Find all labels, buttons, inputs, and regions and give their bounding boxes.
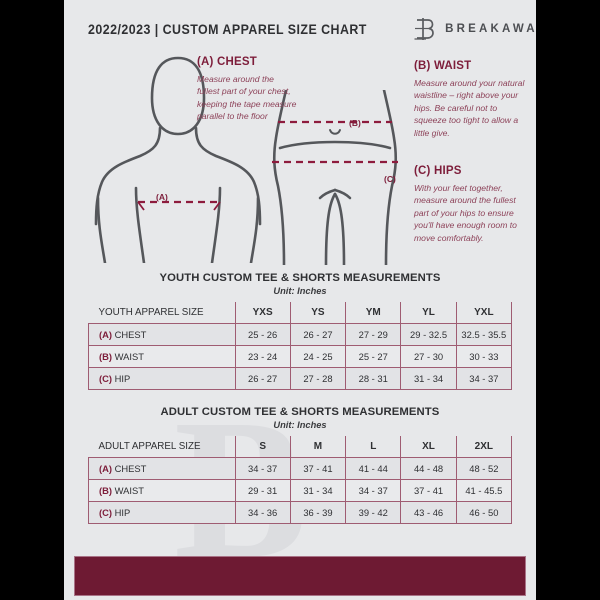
adult-hip-xl: 43 - 46 (400, 501, 457, 524)
callout-hips-title: (C) HIPS (414, 165, 462, 177)
adult-chest-l: 41 - 44 (345, 457, 402, 480)
upper-body-figure (94, 56, 262, 263)
adult-hip-m: 36 - 39 (289, 501, 347, 524)
adult-hip-2xl: 46 - 50 (455, 501, 513, 524)
adult-measurements-section: ADULT CUSTOM TEE & SHORTS MEASUREMENTS U… (88, 406, 513, 524)
lower-body-figure (272, 90, 398, 265)
adult-size-l: L (345, 436, 402, 458)
row-tag: (A) (99, 463, 113, 474)
youth-chest-ys: 26 - 27 (289, 323, 347, 346)
breakaway-b-monogram-icon (414, 18, 434, 40)
adult-waist-xl: 37 - 41 (400, 479, 457, 502)
adult-chest-s: 34 - 37 (234, 457, 291, 480)
size-chart-page: B 2022/2023 | CUSTOM APPAREL SIZE CHART … (64, 0, 536, 600)
callout-hips: (C) HIPS With your feet together, measur… (414, 165, 526, 244)
adult-waist-l: 34 - 37 (345, 479, 402, 502)
row-name: WAIST (114, 485, 144, 496)
youth-row-hip-label: (C) HIP (88, 367, 236, 390)
adult-size-s: S (234, 436, 291, 458)
youth-size-table: YOUTH APPAREL SIZE YXS YS YM YL YXL (A) … (88, 302, 513, 390)
chest-measure-line (137, 200, 221, 211)
youth-size-yl: YL (400, 302, 457, 324)
youth-chest-yxs: 25 - 26 (234, 323, 291, 346)
brand-lockup: BREAKAWAY (413, 16, 536, 42)
callout-chest-title: (A) CHEST (197, 56, 257, 68)
adult-size-xl: XL (400, 436, 457, 458)
row-tag: (C) (99, 507, 113, 518)
adult-chest-m: 37 - 41 (289, 457, 347, 480)
youth-hip-yl: 31 - 34 (400, 367, 457, 390)
row-name: CHEST (114, 463, 147, 474)
chest-marker-label: (A) (156, 192, 168, 202)
adult-waist-m: 31 - 34 (289, 479, 347, 502)
adult-row-hip-label: (C) HIP (88, 501, 236, 524)
youth-waist-ym: 25 - 27 (345, 345, 402, 368)
adult-section-unit: Unit: Inches (273, 420, 327, 430)
row-tag: (A) (99, 329, 113, 340)
adult-row-waist-label: (B) WAIST (88, 479, 236, 502)
youth-size-ym: YM (345, 302, 402, 324)
youth-row-chest-label: (A) CHEST (88, 323, 236, 346)
callout-waist: (B) WAIST Measure around your natural wa… (414, 60, 526, 139)
table-row: (A) CHEST 34 - 37 37 - 41 41 - 44 44 - 4… (88, 457, 513, 480)
youth-hip-yxs: 26 - 27 (234, 367, 291, 390)
adult-section-title: ADULT CUSTOM TEE & SHORTS MEASUREMENTS (160, 406, 440, 418)
callout-hips-body: With your feet together, measure around … (414, 183, 517, 243)
youth-hip-ys: 27 - 28 (289, 367, 347, 390)
row-tag: (B) (99, 485, 113, 496)
footer-bar (74, 556, 526, 596)
brand-name: BREAKAWAY (445, 23, 536, 35)
table-row: (C) HIP 34 - 36 36 - 39 39 - 42 43 - 46 … (88, 501, 513, 524)
youth-waist-yxs: 23 - 24 (234, 345, 291, 368)
table-row: (B) WAIST 23 - 24 24 - 25 25 - 27 27 - 3… (88, 345, 513, 368)
adult-waist-s: 29 - 31 (234, 479, 291, 502)
hips-marker-label: (C) (384, 174, 396, 184)
row-tag: (C) (99, 373, 113, 384)
youth-size-yxs: YXS (234, 302, 291, 324)
callout-chest-body: Measure around the fullest part of your … (197, 74, 297, 122)
youth-chest-yl: 29 - 32.5 (400, 323, 457, 346)
youth-size-ys: YS (289, 302, 347, 324)
row-name: HIP (114, 507, 131, 518)
adult-size-label: ADULT APPAREL SIZE (88, 436, 235, 458)
adult-chest-2xl: 48 - 52 (455, 457, 513, 480)
youth-size-yxl: YXL (455, 302, 513, 324)
youth-table-header-row: YOUTH APPAREL SIZE YXS YS YM YL YXL (88, 302, 513, 324)
youth-chest-yxl: 32.5 - 35.5 (455, 323, 513, 346)
adult-row-chest-label: (A) CHEST (88, 457, 236, 480)
youth-waist-ys: 24 - 25 (289, 345, 347, 368)
youth-measurements-section: YOUTH CUSTOM TEE & SHORTS MEASUREMENTS U… (88, 272, 513, 390)
callout-chest: (A) CHEST Measure around the fullest par… (197, 56, 297, 123)
adult-table-header-row: ADULT APPAREL SIZE S M L XL 2XL (88, 436, 513, 458)
row-tag: (B) (99, 351, 113, 362)
row-name: HIP (114, 373, 131, 384)
table-row: (B) WAIST 29 - 31 31 - 34 34 - 37 37 - 4… (88, 479, 513, 502)
page-title: 2022/2023 | CUSTOM APPAREL SIZE CHART (88, 21, 367, 37)
adult-size-2xl: 2XL (455, 436, 513, 458)
adult-size-m: M (289, 436, 347, 458)
adult-waist-2xl: 41 - 45.5 (455, 479, 513, 502)
youth-section-title: YOUTH CUSTOM TEE & SHORTS MEASUREMENTS (159, 272, 441, 284)
adult-hip-s: 34 - 36 (234, 501, 291, 524)
youth-waist-yxl: 30 - 33 (455, 345, 513, 368)
youth-row-waist-label: (B) WAIST (88, 345, 236, 368)
callout-waist-title: (B) WAIST (414, 60, 472, 72)
row-name: WAIST (114, 351, 144, 362)
adult-chest-xl: 44 - 48 (400, 457, 457, 480)
youth-section-unit: Unit: Inches (273, 286, 327, 296)
table-row: (C) HIP 26 - 27 27 - 28 28 - 31 31 - 34 … (88, 367, 513, 390)
youth-waist-yl: 27 - 30 (400, 345, 457, 368)
measurement-diagram: (A) (B) (C) (A) CHEST Measure around the… (64, 48, 536, 270)
page-header: 2022/2023 | CUSTOM APPAREL SIZE CHART BR… (64, 0, 536, 58)
youth-hip-yxl: 34 - 37 (455, 367, 513, 390)
youth-chest-ym: 27 - 29 (345, 323, 402, 346)
youth-size-label: YOUTH APPAREL SIZE (88, 302, 235, 324)
adult-size-table: ADULT APPAREL SIZE S M L XL 2XL (A) CHES… (88, 436, 513, 524)
row-name: CHEST (114, 329, 147, 340)
adult-hip-l: 39 - 42 (345, 501, 402, 524)
callout-waist-body: Measure around your natural waistline – … (414, 78, 525, 138)
waist-marker-label: (B) (349, 118, 361, 128)
table-row: (A) CHEST 25 - 26 26 - 27 27 - 29 29 - 3… (88, 323, 513, 346)
youth-hip-ym: 28 - 31 (345, 367, 402, 390)
